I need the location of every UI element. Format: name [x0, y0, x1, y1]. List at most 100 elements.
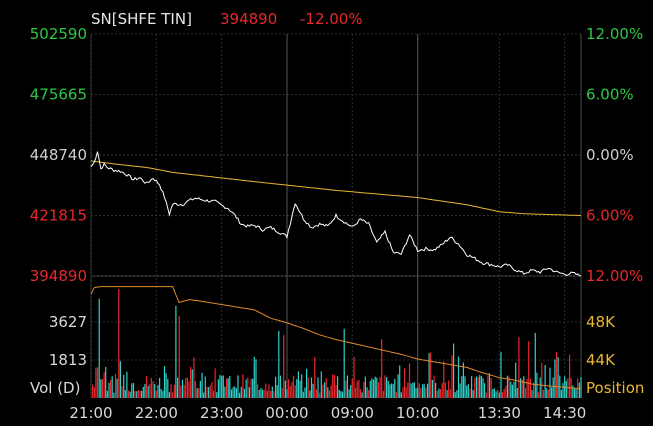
volume-bar [513, 381, 515, 398]
volume-bar [373, 379, 375, 398]
time-tick-label: 13:30 [478, 404, 521, 422]
volume-bar [100, 379, 102, 398]
volume-bar [211, 382, 213, 398]
volume-bar [384, 375, 386, 398]
symbol-title: SN[SHFE TIN] [91, 10, 192, 28]
volume-bar [488, 373, 491, 398]
position-legend: Position [586, 379, 644, 397]
position-line [90, 286, 582, 390]
volume-bar [155, 390, 157, 398]
volume-bar [332, 374, 334, 398]
volume-bar [209, 385, 211, 398]
volume-bar [162, 390, 164, 398]
volume-bar [101, 378, 103, 398]
volume-bar [181, 379, 184, 398]
volume-bar [453, 343, 455, 398]
volume-bar [524, 387, 527, 398]
grid [90, 33, 582, 398]
volume-bar [142, 386, 144, 398]
volume-bar [412, 382, 414, 398]
volume-bar [108, 382, 110, 398]
pct-tick-label: 12.00% [586, 25, 643, 43]
volume-bar [381, 339, 383, 398]
volume-bar [552, 377, 554, 398]
volume-bar [180, 385, 182, 398]
volume-bar [261, 389, 264, 398]
volume-bar [534, 333, 536, 398]
volume-bar [193, 357, 195, 398]
volume-bar [235, 388, 237, 398]
volume-bar [374, 376, 376, 398]
time-tick-label: 10:00 [396, 404, 439, 422]
volume-bar [134, 391, 136, 398]
volume-bar [408, 363, 411, 398]
volume-bar [190, 366, 192, 398]
price-tick-label: 421815 [30, 207, 87, 225]
pct-tick-label: 6.00% [586, 86, 634, 104]
volume-bar [547, 389, 549, 398]
volume-bar [580, 377, 582, 398]
volume-tick-label: 3627 [49, 313, 87, 331]
volume-bar [399, 365, 401, 398]
volume-bar [462, 362, 464, 398]
volume-bar [366, 387, 368, 398]
volume-bar [324, 382, 326, 398]
volume-bar [560, 390, 562, 398]
time-tick-label: 14:30 [543, 404, 586, 422]
volume-bar [268, 384, 270, 398]
price-line [90, 151, 582, 277]
volume-bar [150, 378, 152, 398]
volume-bar [110, 380, 112, 398]
volume-bar [224, 386, 226, 398]
volume-bar [227, 378, 229, 398]
volume-bar [284, 380, 286, 398]
volume-bar [555, 351, 558, 398]
position-tick-label: 48K [586, 313, 616, 331]
volume-left-axis: 3627 1813 [49, 313, 87, 369]
volume-bar [297, 371, 299, 398]
volume-bar [306, 368, 308, 398]
volume-bar [430, 352, 432, 398]
volume-bar [573, 387, 576, 398]
volume-bar [266, 390, 268, 398]
volume-bar [539, 377, 541, 398]
volume-bar [116, 378, 118, 398]
volume-bar [506, 375, 509, 398]
volume-bar [443, 361, 445, 398]
pct-tick-label: 12.00% [586, 267, 643, 285]
volume-bar [431, 379, 433, 398]
volume-bar [562, 383, 564, 398]
volume-bar [289, 386, 291, 398]
volume-bar [482, 378, 484, 398]
volume-bar [194, 381, 197, 398]
volume-bar [103, 372, 105, 398]
volume-bar [392, 383, 394, 398]
volume-bar [503, 388, 505, 398]
volume-bar [168, 392, 170, 398]
volume-bar [172, 392, 174, 398]
volume-bar [232, 387, 234, 398]
volume-bar [333, 374, 335, 398]
volume-bar [368, 390, 370, 398]
volume-bar [438, 388, 440, 398]
volume-bar [572, 385, 574, 398]
volume-bar [129, 391, 131, 398]
volume-bar [405, 387, 407, 398]
volume-bar [265, 383, 267, 398]
volume-bar [294, 385, 296, 398]
volume-bar [279, 375, 282, 398]
volume-bar [422, 384, 424, 398]
volume-bar [436, 390, 438, 398]
volume-bar [516, 388, 518, 398]
volume-bar [221, 376, 223, 398]
volume-bar [523, 376, 525, 398]
volume-bar [457, 356, 460, 398]
volume-bar [361, 392, 363, 398]
volume-bar [569, 354, 571, 398]
volume-bar [286, 389, 288, 398]
volume-bar [124, 390, 126, 398]
volume-bar [565, 380, 567, 398]
volume-bar [546, 388, 548, 398]
volume-bar [270, 391, 272, 398]
volume-bar [363, 381, 365, 398]
